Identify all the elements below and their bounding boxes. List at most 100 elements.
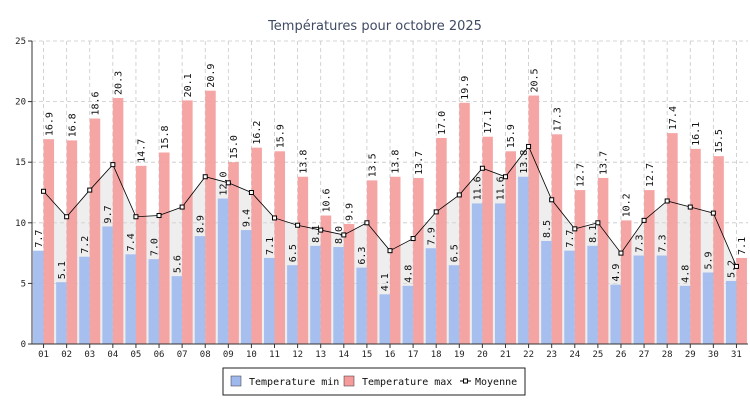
x-tick-label: 12	[292, 350, 303, 360]
average-point	[64, 214, 70, 220]
data-label-min: 5.2	[727, 260, 738, 278]
data-label-min: 7.4	[126, 233, 137, 251]
bar-min	[633, 255, 645, 344]
average-point	[733, 263, 739, 269]
x-tick-label: 09	[223, 350, 234, 360]
bar-min	[356, 267, 367, 344]
legend-label-min: Temperature min	[249, 377, 339, 388]
bar-max	[343, 224, 355, 344]
bar-max	[574, 190, 586, 344]
bar-min	[217, 198, 229, 344]
data-label-max: 12.7	[645, 163, 656, 187]
data-label-max: 13.5	[368, 153, 379, 177]
data-label-min: 9.7	[103, 205, 114, 223]
average-point	[549, 197, 555, 203]
bar-max	[551, 134, 563, 344]
legend-swatch-min	[230, 375, 242, 387]
bar-min	[402, 285, 414, 344]
average-point	[41, 188, 47, 194]
data-label-min: 5.6	[172, 255, 183, 273]
data-label-min: 7.3	[657, 234, 668, 252]
data-label-min: 11.6	[496, 176, 507, 200]
average-point	[318, 227, 324, 233]
bar-min	[125, 254, 136, 344]
average-point	[341, 232, 347, 238]
average-area	[43, 146, 737, 344]
bar-max	[159, 152, 170, 344]
x-tick-label: 26	[616, 350, 627, 360]
average-point	[433, 209, 439, 215]
average-point	[618, 250, 624, 256]
x-tick-label: 06	[154, 350, 165, 360]
data-label-max: 20.9	[206, 64, 217, 88]
bar-max	[620, 220, 632, 344]
bar-max	[690, 148, 701, 344]
data-label-min: 6.5	[288, 244, 299, 262]
bar-max	[251, 147, 262, 344]
data-label-max: 9.9	[345, 203, 356, 221]
legend-label-max: Temperature max	[362, 377, 452, 388]
bar-min	[425, 248, 437, 344]
data-label-max: 13.8	[391, 150, 402, 174]
y-tick-label: 0	[21, 340, 26, 350]
data-label-min: 7.7	[565, 230, 576, 248]
average-point	[664, 198, 670, 204]
bar-min	[679, 285, 691, 344]
x-tick-label: 29	[685, 350, 696, 360]
data-label-max: 17.3	[552, 107, 563, 131]
bar-min	[287, 265, 298, 344]
bar-min	[240, 230, 252, 344]
bar-min	[587, 245, 598, 344]
bar-max	[297, 176, 309, 344]
bar-max	[482, 136, 493, 344]
bar-min	[518, 176, 529, 344]
bar-max	[89, 118, 101, 345]
x-tick-label: 14	[338, 350, 349, 360]
x-tick-label: 25	[592, 350, 603, 360]
average-point	[526, 143, 532, 149]
data-label-min: 12.0	[219, 171, 230, 195]
data-label-max: 16.2	[252, 121, 263, 145]
data-label-min: 8.0	[334, 226, 345, 244]
bar-max	[274, 151, 286, 344]
data-label-min: 5.1	[57, 261, 68, 279]
data-label-min: 4.8	[403, 265, 414, 283]
average-point	[479, 165, 485, 171]
data-label-max: 20.1	[183, 73, 194, 97]
x-tick-label: 08	[200, 350, 211, 360]
bar-max	[713, 156, 724, 344]
data-label-max: 15.0	[229, 135, 240, 159]
average-point	[156, 213, 162, 219]
x-tick-label: 28	[662, 350, 673, 360]
bar-max	[182, 100, 193, 344]
bar-max	[528, 95, 540, 344]
data-label-max: 15.8	[160, 125, 171, 149]
bar-min	[333, 247, 344, 344]
x-tick-label: 01	[38, 350, 49, 360]
average-point	[502, 174, 508, 180]
x-tick-label: 23	[546, 350, 557, 360]
data-label-min: 7.7	[34, 230, 45, 248]
average-point	[572, 226, 578, 232]
bar-min	[79, 256, 90, 344]
average-point	[225, 180, 231, 186]
data-label-min: 4.8	[681, 265, 692, 283]
data-label-min: 7.2	[80, 236, 91, 254]
x-tick-label: 30	[708, 350, 719, 360]
bar-max	[228, 162, 239, 344]
data-label-max: 20.3	[114, 71, 125, 95]
data-label-min: 5.9	[704, 251, 715, 269]
data-label-max: 15.5	[714, 129, 725, 153]
data-label-max: 17.1	[483, 110, 494, 134]
data-label-min: 4.9	[611, 264, 622, 282]
data-label-min: 8.9	[195, 215, 206, 233]
x-tick-label: 03	[84, 350, 95, 360]
data-label-min: 6.5	[450, 244, 461, 262]
average-point	[179, 204, 185, 210]
bar-min	[33, 250, 44, 344]
chart-title: Températures pour octobre 2025	[267, 19, 482, 34]
data-label-min: 7.1	[265, 237, 276, 255]
data-label-min: 8.1	[588, 225, 599, 243]
x-tick-label: 05	[131, 350, 142, 360]
